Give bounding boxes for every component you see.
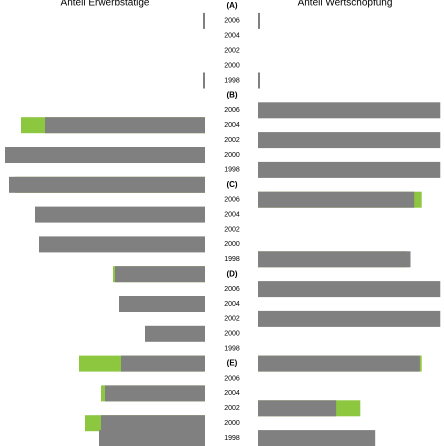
bar [258,281,441,298]
bar [9,176,205,193]
bar [119,296,205,312]
bar [258,161,441,178]
bar [258,102,441,119]
bar [105,385,205,402]
bar [145,325,205,342]
year-label: 2006 [224,286,240,293]
group-label: (A) [226,1,237,10]
year-label: 2004 [224,390,240,397]
bar [258,355,420,372]
year-label: 2006 [224,197,240,204]
year-label: 2004 [224,211,240,218]
year-label: 2004 [224,33,240,40]
right-title: Anteil Wertschöpfung [298,0,393,9]
left-title: Anteil Erwerbstätige [61,0,150,9]
bar [101,415,205,432]
year-label: 2002 [224,226,240,233]
year-label: 2006 [224,107,240,114]
year-label: 2004 [224,301,240,308]
year-label: 2000 [224,241,240,248]
year-label: 2006 [224,375,240,382]
year-label: 2002 [224,137,240,144]
bar [203,12,205,29]
bar [45,117,205,134]
group-label: (E) [227,359,238,368]
year-label: 2002 [224,48,240,55]
bar [258,12,260,29]
year-label: 1998 [224,435,240,442]
year-label: 2002 [224,316,240,323]
bar [258,251,411,268]
year-label: 1998 [224,167,240,174]
year-label: 1998 [224,77,240,84]
bar [258,72,260,89]
bar [258,430,376,446]
bar [115,266,205,283]
year-label: 2002 [224,405,240,412]
bar [258,310,441,327]
group-label: (C) [226,180,237,189]
bar [5,147,205,163]
bar [99,430,205,446]
bar [258,400,337,417]
year-label: 2000 [224,420,240,427]
year-label: 2006 [224,18,240,25]
bar [203,72,205,89]
year-label: 2004 [224,122,240,129]
year-label: 2000 [224,152,240,159]
bar [258,191,415,208]
bar [258,132,441,149]
group-label: (B) [226,91,237,100]
group-label: (D) [226,269,237,278]
year-label: 2000 [224,331,240,338]
bar [121,355,205,372]
year-label: 2000 [224,62,240,69]
year-label: 1998 [224,346,240,353]
year-label: 1998 [224,256,240,263]
bar [35,206,205,223]
bar [39,236,205,253]
